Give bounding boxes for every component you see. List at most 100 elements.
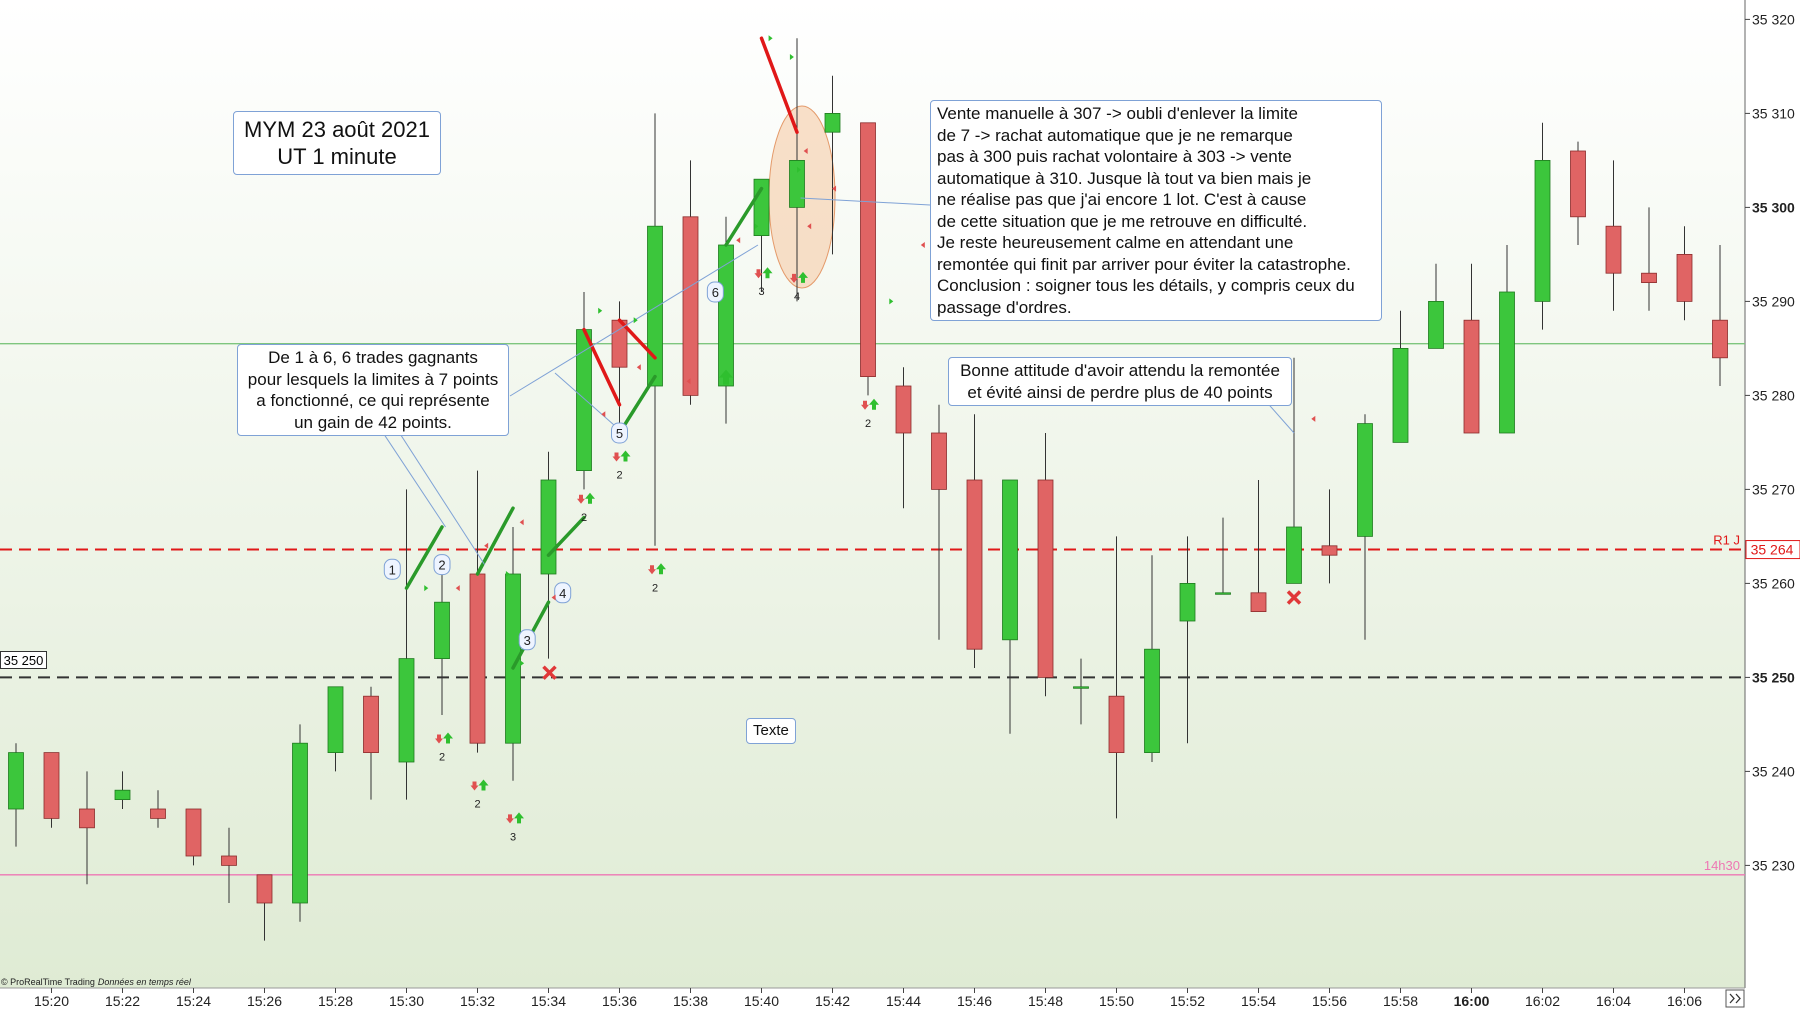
- price-label: 35 264: [1751, 542, 1794, 558]
- trade-line: [617, 374, 657, 435]
- x-tick-label: 15:30: [389, 993, 424, 1009]
- buy-arrow-icon: [656, 563, 666, 575]
- x-tick-label: 15:34: [531, 993, 566, 1009]
- attitude-annotation: Bonne attitude d'avoir attendu la remont…: [948, 357, 1292, 406]
- trades-line: pour lesquels la limites à 7 points: [247, 369, 499, 389]
- x-axis-panel: [0, 988, 1800, 1009]
- y-tick-label: 35 290: [1752, 293, 1795, 309]
- trades-annotation: De 1 à 6, 6 trades gagnants pour lesquel…: [237, 344, 509, 436]
- buy-pointer-icon: [768, 35, 773, 42]
- texte-label[interactable]: Texte: [746, 718, 796, 744]
- bearish-candle: [43, 752, 60, 819]
- bullish-candle: [1179, 583, 1196, 622]
- order-count: 2: [439, 752, 445, 764]
- left-price-label: 35 250: [0, 651, 47, 669]
- sell-pointer-icon: [484, 542, 489, 549]
- buy-arrow-icon: [478, 779, 489, 791]
- sell-arrow-icon: [506, 814, 514, 824]
- buy-arrow-icon: [620, 450, 631, 462]
- y-tick-label: 35 230: [1752, 857, 1795, 873]
- bearish-candle: [79, 808, 95, 829]
- bearish-candle: [682, 216, 699, 396]
- buy-pointer-icon: [797, 166, 801, 173]
- sale-line: Vente manuelle à 307 -> oubli d'enlever …: [937, 104, 1298, 123]
- trades-line: a fonctionné, ce qui représente: [256, 391, 490, 410]
- sale-line: ne réalise pas que j'ai encore 1 lot. C'…: [937, 190, 1307, 209]
- x-tick-label: 15:52: [1170, 993, 1205, 1009]
- y-tick-label: 35 250: [1752, 669, 1795, 685]
- bullish-candle: [1392, 347, 1409, 443]
- bullish-candle: [8, 752, 24, 810]
- bearish-candle: [1037, 479, 1054, 678]
- sale-annotation: Vente manuelle à 307 -> oubli d'enlever …: [930, 100, 1382, 321]
- sell-arrow-icon: [861, 400, 869, 410]
- x-tick-label: 15:24: [176, 993, 211, 1009]
- y-tick-label: 35 310: [1752, 105, 1795, 121]
- sale-line: Conclusion : soigner tous les détails, y…: [937, 276, 1355, 295]
- buy-pointer-icon: [889, 298, 894, 305]
- buy-arrow-icon: [514, 812, 524, 824]
- sell-pointer-icon: [519, 519, 524, 526]
- bullish-candle: [1215, 592, 1231, 595]
- bullish-candle: [327, 686, 344, 753]
- trade-number: 2: [438, 558, 445, 573]
- bullish-candle: [398, 658, 415, 763]
- sale-line: Je reste heureusement calme en attendant…: [937, 233, 1294, 252]
- footer-brand: © ProRealTime Trading: [1, 977, 95, 987]
- bullish-candle: [789, 159, 805, 208]
- bullish-candle: [1534, 159, 1551, 302]
- order-count: 2: [474, 799, 480, 811]
- y-tick-label: 35 300: [1752, 199, 1795, 215]
- order-count: 2: [581, 512, 587, 524]
- bullish-candle: [1002, 479, 1018, 641]
- y-tick-label: 35 320: [1752, 11, 1795, 27]
- trade-number-badge: [611, 422, 628, 444]
- bullish-candle: [505, 573, 521, 744]
- buy-pointer-icon: [424, 585, 429, 592]
- sell-pointer-icon: [736, 237, 741, 244]
- buy-arrow-icon: [798, 271, 808, 283]
- order-count: 4: [794, 291, 800, 303]
- sell-pointer-icon: [636, 364, 641, 371]
- bullish-candle: [824, 113, 841, 133]
- trade-number-badge: [518, 629, 536, 651]
- bearish-candle: [931, 432, 947, 490]
- sell-pointer-icon: [803, 148, 808, 154]
- sale-line: de 7 -> rachat automatique que je ne rem…: [937, 125, 1293, 145]
- buy-pointer-icon: [598, 307, 603, 314]
- x-tick-label: 15:50: [1099, 993, 1134, 1009]
- trade-line: [617, 318, 657, 360]
- trade-number-badge: [383, 558, 401, 580]
- y-tick-label: 35 280: [1752, 387, 1795, 403]
- order-count: 2: [616, 470, 622, 482]
- bearish-candle: [895, 385, 912, 434]
- trade-line: [724, 186, 764, 247]
- price-label-box: [1745, 540, 1800, 560]
- bearish-candle: [1463, 319, 1480, 434]
- sale-line: de cette situation que je me retrouve en…: [937, 211, 1308, 231]
- x-tick-label: 15:40: [744, 993, 779, 1009]
- sale-line: remontée qui finit par arriver pour évit…: [937, 254, 1351, 274]
- sell-arrow-icon: [470, 781, 479, 791]
- reference-line-label: R1 J: [1713, 533, 1740, 548]
- y-tick-label: 35 240: [1752, 763, 1795, 779]
- bearish-candle: [1570, 150, 1586, 218]
- sell-pointer-icon: [601, 411, 606, 418]
- bullish-candle: [1286, 526, 1302, 584]
- sell-arrow-icon: [648, 565, 656, 575]
- buy-arrow-icon: [443, 732, 453, 744]
- buy-arrow-icon: [719, 369, 733, 385]
- bullish-candle: [718, 244, 734, 387]
- bullish-candle: [434, 601, 450, 660]
- sell-arrow-icon: [612, 452, 621, 462]
- bullish-candle: [292, 742, 308, 904]
- order-count: 3: [758, 286, 764, 298]
- bullish-candle: [1357, 423, 1373, 537]
- trade-number: 1: [389, 562, 396, 577]
- bullish-candle: [1144, 648, 1160, 754]
- bullish-candle: [1499, 291, 1515, 434]
- bullish-candle: [540, 479, 557, 575]
- trade-line: [582, 327, 622, 407]
- bullish-candle: [647, 225, 663, 387]
